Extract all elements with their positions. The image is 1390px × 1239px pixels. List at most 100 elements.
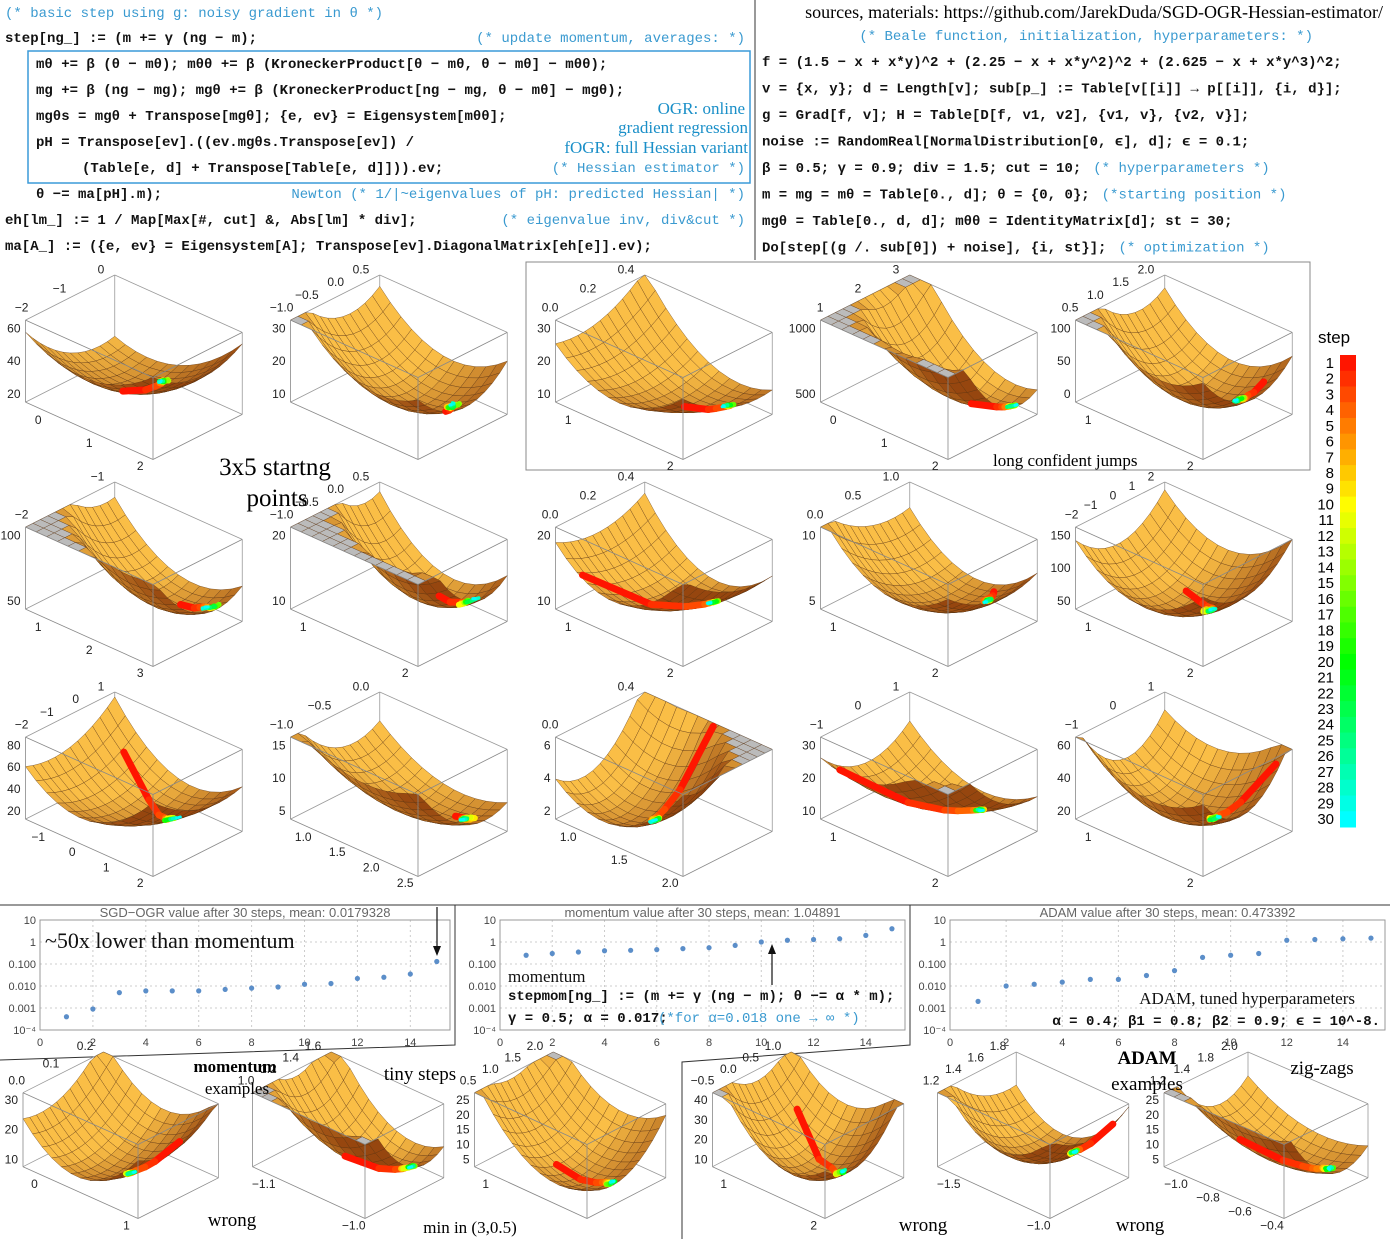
box-edge (417, 539, 508, 585)
z-tick-label: 20 (5, 1123, 19, 1137)
box-edge (25, 818, 154, 877)
annotation: ADAM, tuned hyperparameters (1139, 989, 1355, 1008)
y-tick-label: −1.0 (270, 301, 294, 315)
z-tick-label: 10 (272, 387, 286, 401)
plot-frame (499, 919, 906, 1031)
box-edge (1075, 608, 1204, 667)
colorbar-tick: 2 (1326, 371, 1334, 388)
y-tick-label: 3 (893, 262, 900, 276)
surface-cell (936, 599, 956, 607)
box-edge (103, 1051, 219, 1105)
box-edge (152, 332, 243, 378)
x-tick-label: −1.5 (937, 1177, 961, 1191)
colorbar-tick: 18 (1317, 622, 1334, 639)
trajectory (341, 1152, 383, 1172)
y-tick-label: 0.001 (8, 1003, 36, 1015)
z-tick-label: 40 (7, 782, 21, 796)
box-edge (1283, 1103, 1369, 1145)
z-tick-label: 30 (694, 1113, 708, 1127)
x-tick-label: 2 (1187, 876, 1194, 890)
box-edge (1049, 1177, 1129, 1219)
annotation: γ = 0.5; α = 0.017; (508, 1011, 668, 1027)
x-tick-label: 0 (947, 1037, 953, 1049)
colorbar-tick: 10 (1317, 496, 1334, 513)
y-tick-label: 2 (1148, 469, 1155, 483)
point (1312, 936, 1318, 943)
colorbar-cell (1340, 716, 1356, 734)
colorbar-cell (1340, 795, 1356, 812)
point (1256, 950, 1262, 957)
annotation: momentum (508, 967, 585, 986)
y-tick-label: 1.4 (282, 1051, 299, 1065)
colorbar-cell (1340, 465, 1356, 482)
trajectory (151, 1138, 184, 1166)
box-edge (25, 691, 115, 738)
box-edge (290, 563, 380, 610)
box-edge (379, 481, 508, 540)
x-tick-label: 1 (565, 413, 572, 427)
colorbar-title: step (1318, 328, 1350, 347)
box-edge (947, 539, 1038, 585)
x-tick-label: −1.0 (1027, 1218, 1051, 1232)
point (301, 981, 308, 987)
surface-cell (671, 795, 691, 807)
box-edge (947, 749, 1038, 795)
colorbar-tick: 12 (1317, 528, 1334, 545)
y-tick-label: 1 (1148, 679, 1155, 693)
code-line: noise := RandomReal[NormalDistribution[0… (762, 135, 1249, 151)
z-tick-label: 10 (5, 1152, 19, 1166)
z-tick-label: 20 (1057, 804, 1071, 818)
box-edge (474, 1092, 588, 1145)
colorbar-cell (1340, 669, 1356, 686)
box-edge (290, 736, 419, 795)
code-line: m = mg = mθ = Table[0., d]; θ = {0, 0}; (762, 188, 1090, 204)
code-line: (Table[e, d] + Transpose[Table[e, d]])).… (82, 161, 443, 177)
y-tick-label: 0.100 (468, 959, 496, 971)
z-tick-label: 40 (694, 1093, 708, 1107)
y-tick-label: 0.5 (353, 469, 370, 483)
trajectory (904, 799, 949, 814)
x-tick-label: −0.6 (1228, 1205, 1252, 1219)
box-edge (1163, 1051, 1249, 1094)
y-tick-label: 0.0 (353, 679, 370, 693)
label: examples (1111, 1074, 1183, 1095)
code-line: Do[step[(g /. sub[θ]) + noise], {i, st}]… (762, 241, 1106, 257)
colorbar-tick: 22 (1317, 685, 1334, 702)
surface-plot: 100 50 0 2.0 1.5 1.0 0.5 1 2 (1050, 262, 1293, 473)
box-edge (290, 818, 419, 877)
code-line: mgθ = Table[0., d, d]; mθθ = IdentityMat… (762, 214, 1232, 230)
surface-cell (32, 338, 52, 355)
trajectory (661, 786, 684, 813)
box-edge (290, 526, 419, 585)
y-tick-label: 0.0 (327, 482, 344, 496)
colorbar-cell (1340, 764, 1356, 781)
point (575, 949, 581, 955)
x-tick-label: 1 (1085, 413, 1092, 427)
y-tick-label: 0 (1110, 488, 1117, 502)
code-line: g = Grad[f, v]; H = Table[D[f, v1, v2], … (762, 108, 1249, 124)
box-edge (417, 831, 508, 877)
x-tick-label: 1 (1085, 620, 1092, 634)
x-tick-label: 2.5 (397, 876, 414, 890)
x-tick-label: 2 (402, 666, 409, 680)
box-edge (379, 274, 508, 333)
point (1143, 972, 1150, 979)
point (354, 975, 361, 982)
trajectory (793, 1105, 823, 1163)
trajectory (651, 818, 658, 823)
box-edge (114, 274, 243, 333)
point (1003, 983, 1009, 989)
code-line: β = 0.5; γ = 0.9; div = 1.5; cut = 10; (762, 161, 1081, 177)
box-edge (820, 401, 949, 460)
x-tick-label: 0 (69, 845, 76, 859)
colorbar-cell (1340, 575, 1356, 592)
trajectory (1233, 398, 1239, 402)
y-tick-label: 1.8 (1197, 1051, 1214, 1065)
point (90, 1006, 96, 1012)
y-tick-label: 0.0 (327, 275, 344, 289)
surface-cell (406, 399, 426, 407)
z-tick-label: 1000 (789, 321, 816, 335)
